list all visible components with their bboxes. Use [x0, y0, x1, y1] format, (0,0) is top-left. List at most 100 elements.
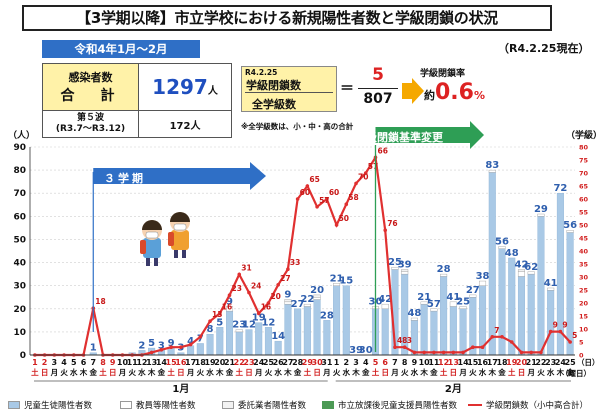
- x-day-label: 16: [477, 358, 489, 367]
- x-day-label: 3: [353, 358, 359, 367]
- x-day-label: 7: [90, 358, 96, 367]
- closure-point: [471, 345, 475, 350]
- wave-range: (R3.7～R3.12): [55, 124, 126, 134]
- y-left-axis-label: （人）: [8, 129, 35, 141]
- closure-point: [441, 350, 446, 355]
- x-weekday-label: 火: [128, 368, 136, 377]
- cases-label-top: 感染者数: [68, 71, 113, 84]
- closure-label: 9: [553, 321, 558, 330]
- bar-staff: [440, 273, 448, 277]
- x-day-label: 8: [100, 358, 106, 367]
- bar-students: [323, 320, 331, 356]
- legend-students-label: 児童生徒陽性者数: [24, 401, 93, 411]
- month-label: 2月: [445, 383, 462, 395]
- x-weekday-label: 日: [381, 368, 389, 377]
- class-total-value: 807: [363, 91, 393, 107]
- x-weekday-label: 火: [469, 368, 477, 377]
- closure-label: 57: [368, 162, 378, 171]
- x-day-label: 27: [282, 358, 293, 367]
- closure-label: 33: [290, 258, 300, 267]
- y-right-tick-label: 65: [579, 183, 589, 191]
- closure-label: 57: [319, 196, 329, 205]
- bar-students: [225, 310, 234, 356]
- bar-total-label: 25: [388, 257, 402, 268]
- x-day-label: 1: [32, 358, 38, 367]
- y-left-tick-label: 0: [20, 351, 26, 361]
- x-weekday-label: 月: [322, 368, 331, 377]
- x-weekday-label: 木: [79, 367, 88, 377]
- x-weekday-label: 水: [479, 367, 487, 377]
- x-weekday-label: 月: [390, 368, 399, 377]
- bar-total-label: 23: [232, 320, 246, 331]
- x-weekday-label: 火: [197, 368, 205, 377]
- x-weekday-label: 金: [497, 367, 506, 377]
- legend-staff-swatch: [120, 401, 132, 409]
- bar-total-label: 48: [505, 248, 519, 259]
- closure-label: 16: [222, 302, 232, 311]
- y-left-tick-label: 60: [13, 212, 26, 222]
- y-right-tick-label: 15: [579, 313, 589, 321]
- y-right-tick-label: 35: [579, 261, 589, 269]
- y-right-tick-label: 0: [579, 352, 584, 360]
- legend-closures-label: 学級閉鎖数（小中高合計）: [486, 401, 589, 411]
- x-weekday-label: 金: [157, 367, 166, 377]
- y-left-tick-label: 70: [13, 189, 26, 199]
- closure-point: [519, 350, 524, 355]
- y-left-tick-label: 50: [13, 235, 26, 245]
- closure-label: 66: [377, 146, 387, 155]
- closure-point: [325, 197, 329, 201]
- x-weekday-label: 木: [283, 367, 292, 377]
- closure-point: [558, 329, 563, 334]
- y-right-tick-label: 75: [579, 157, 589, 165]
- x-weekday-label: 火: [401, 368, 409, 377]
- closure-point: [432, 350, 436, 355]
- closure-point: [227, 293, 232, 298]
- closure-date: R4.2.25: [245, 68, 278, 77]
- x-day-label: 20: [214, 358, 226, 367]
- y-right-tick-label: 25: [579, 287, 589, 295]
- closure-label: 27: [280, 274, 290, 283]
- x-weekday-label: 土: [372, 367, 380, 377]
- child-leg: [182, 250, 186, 258]
- closure-point: [198, 335, 203, 339]
- x-weekday-label: 月: [458, 368, 467, 377]
- x-weekday-label: 水: [411, 367, 419, 377]
- wave-cases-value: 172: [169, 120, 191, 132]
- bar-staff: [420, 301, 428, 305]
- bar-total-label: 12: [242, 320, 256, 331]
- x-day-label: 25: [263, 358, 275, 367]
- bar-total-label: 12: [261, 317, 275, 328]
- y-left-tick-label: 40: [13, 259, 26, 269]
- y-left-tick-label: 20: [13, 305, 26, 315]
- bar-students: [216, 327, 224, 356]
- closure-point: [179, 345, 183, 350]
- legend-contractors: 委託業者陽性者数: [222, 399, 306, 411]
- closure-point: [363, 171, 368, 175]
- y-left-tick-label: 30: [13, 282, 26, 292]
- y-right-tick-label: 10: [579, 326, 589, 334]
- bar-total-label: 5: [148, 338, 155, 349]
- x-weekday-label: 土: [235, 367, 243, 377]
- bar-total-label: 15: [339, 276, 353, 287]
- closure-label: 31: [241, 263, 251, 272]
- x-day-label: 29: [302, 358, 314, 367]
- bar-staff: [449, 301, 457, 307]
- bar-students: [381, 308, 389, 356]
- x-weekday-label: 月: [526, 368, 535, 377]
- x-day-label: 15: [166, 358, 178, 367]
- bar-staff: [469, 294, 477, 298]
- child-body: [171, 230, 189, 250]
- y-left-tick-label: 80: [13, 166, 26, 176]
- x-weekday-label: 月: [254, 368, 263, 377]
- fraction-divider: [245, 92, 333, 93]
- bar-students: [430, 310, 438, 356]
- chart-legend: 児童生徒陽性者数 教員等陽性者数 委託業者陽性者数 市立放課後児童支援員陽性者数…: [0, 397, 600, 413]
- y-right-tick-label: 20: [579, 300, 589, 308]
- bar-total-label: 39: [398, 259, 412, 270]
- y-right-tick-label: 70: [579, 170, 589, 178]
- term-arrow-label: ３学期: [104, 172, 146, 185]
- closure-point: [334, 223, 339, 227]
- x-weekday-label: 木: [215, 367, 224, 377]
- y-right-tick-label: 80: [579, 144, 589, 152]
